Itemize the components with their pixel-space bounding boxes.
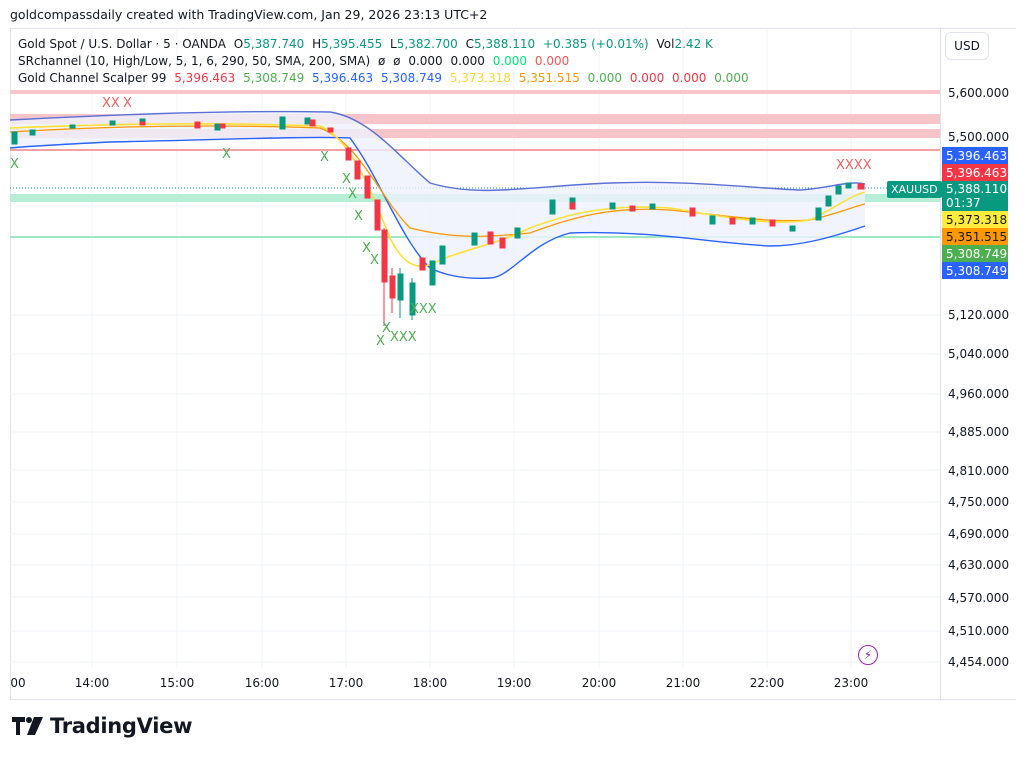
y-tick: 4,510.000 xyxy=(948,624,1010,638)
svg-text:X: X xyxy=(382,321,391,336)
x-tick: 23:00 xyxy=(833,676,869,690)
chart-credit: goldcompassdaily created with TradingVie… xyxy=(10,7,488,22)
upper-band-price-tag: 5,396.463 xyxy=(942,147,1008,164)
indicator-name: SRchannel (10, High/Low, 5, 1, 6, 290, 5… xyxy=(18,54,371,68)
sell-markers: XX X XXXX xyxy=(102,96,872,173)
indicator-value: 0.000 xyxy=(534,54,570,68)
srchannel-legend-row[interactable]: SRchannel (10, High/Low, 5, 1, 6, 290, 5… xyxy=(18,53,753,70)
lower-band-price-tag: 5,308.749 xyxy=(942,262,1008,279)
y-tick: 5,040.000 xyxy=(948,347,1010,361)
indicator-value: 5,396.463 xyxy=(312,71,374,85)
svg-text:XX: XX xyxy=(102,96,120,111)
fast-ma-line xyxy=(10,123,866,268)
x-tick: 16:00 xyxy=(244,676,280,690)
currency-button[interactable]: USD xyxy=(945,32,989,60)
svg-text:XXXX: XXXX xyxy=(836,158,872,173)
chart-frame xyxy=(10,28,1016,700)
svg-text:X: X xyxy=(348,187,357,202)
svg-text:X: X xyxy=(354,209,363,224)
ohlc-low: L5,382.700 xyxy=(390,37,458,51)
ohlc-open: O5,387.740 xyxy=(233,37,305,51)
x-tick: 18:00 xyxy=(412,676,448,690)
svg-text:X: X xyxy=(10,157,19,172)
indicator-value: 0.000 xyxy=(492,54,528,68)
indicator-value: 0.000 xyxy=(629,71,665,85)
indicator-value: 5,396.463 xyxy=(174,71,236,85)
indicator-value: 5,308.749 xyxy=(380,71,443,85)
y-tick: 4,630.000 xyxy=(948,558,1010,572)
x-tick: 20:00 xyxy=(581,676,617,690)
price-axis-separator xyxy=(940,28,941,700)
symbol-name: Gold Spot / U.S. Dollar · 5 · OANDA xyxy=(18,37,226,51)
svg-text:X: X xyxy=(370,253,379,268)
channel-fill xyxy=(10,111,865,279)
svg-text:X: X xyxy=(123,96,132,111)
x-tick: 22:00 xyxy=(749,676,785,690)
ohlc-close: C5,388.110 xyxy=(465,37,536,51)
tradingview-logo[interactable]: TradingView xyxy=(12,714,192,738)
last-price-tag: 5,388.110 01:37 xyxy=(942,181,1008,211)
candlesticks xyxy=(11,116,865,326)
y-tick: 4,810.000 xyxy=(948,464,1010,478)
volume: Vol2.42 K xyxy=(656,37,713,51)
x-tick: 14:00 xyxy=(74,676,110,690)
x-tick: 15:00 xyxy=(159,676,195,690)
symbol-tag: XAUUSD xyxy=(887,181,942,198)
x-tick: 21:00 xyxy=(665,676,701,690)
last-price: 5,388.110 xyxy=(946,182,1008,196)
upper-band-line xyxy=(10,110,866,192)
indicator-value: 0.000 xyxy=(714,71,749,85)
indicator-value: 0.000 xyxy=(408,54,443,68)
indicator-value: 5,373.318 xyxy=(449,71,511,85)
y-tick: 4,750.000 xyxy=(948,495,1010,509)
indicator-value: 5,308.749 xyxy=(243,71,305,85)
indicator-value: 0.000 xyxy=(587,71,623,85)
brand-name: TradingView xyxy=(50,714,193,738)
svg-text:X: X xyxy=(222,147,231,162)
bar-countdown: 01:37 xyxy=(946,196,981,210)
y-tick: 4,570.000 xyxy=(948,591,1010,605)
svg-text:X: X xyxy=(342,172,351,187)
y-tick: 4,690.000 xyxy=(948,527,1010,541)
svg-text:X: X xyxy=(362,241,371,256)
indicator-value: 0.000 xyxy=(450,54,485,68)
svg-text:X: X xyxy=(376,334,385,349)
indicator-value: 0.000 xyxy=(672,71,707,85)
indicator-value: 5,351.515 xyxy=(518,71,580,85)
ohlc-high: H5,395.455 xyxy=(312,37,383,51)
y-tick: 4,454.000 xyxy=(948,655,1010,669)
y-tick: 4,960.000 xyxy=(948,387,1010,401)
svg-text:XXX: XXX xyxy=(410,302,437,317)
y-tick: 5,120.000 xyxy=(948,308,1010,322)
lightning-icon[interactable]: ⚡ xyxy=(858,645,878,665)
x-tick: 00 xyxy=(10,676,26,690)
y-tick: 4,885.000 xyxy=(948,425,1010,439)
scalper-legend-row[interactable]: Gold Channel Scalper 99 5,396.463 5,308.… xyxy=(18,70,753,87)
symbol-legend-row[interactable]: Gold Spot / U.S. Dollar · 5 · OANDA O5,3… xyxy=(18,36,753,53)
price-change: +0.385 (+0.01%) xyxy=(542,37,649,51)
x-tick: 17:00 xyxy=(328,676,364,690)
chart-legend: Gold Spot / U.S. Dollar · 5 · OANDA O5,3… xyxy=(18,36,753,87)
indicator-name: Gold Channel Scalper 99 xyxy=(18,71,167,85)
svg-text:XXX: XXX xyxy=(390,330,417,345)
x-tick: 19:00 xyxy=(496,676,532,690)
fast-ma-price-tag: 5,373.318 xyxy=(942,211,1008,228)
support-price-tag: 5,308.749 xyxy=(942,245,1008,262)
slow-ma-price-tag: 5,351.515 xyxy=(942,228,1008,245)
tradingview-logo-icon xyxy=(12,717,43,735)
indicator-value: ø xyxy=(393,54,401,68)
resistance-price-tag: 5,396.463 xyxy=(942,164,1008,181)
lower-band-line xyxy=(10,136,866,280)
svg-text:X: X xyxy=(320,150,329,165)
y-tick: 5,500.000 xyxy=(948,130,1010,144)
indicator-value: ø xyxy=(377,54,386,68)
y-tick: 5,600.000 xyxy=(948,86,1010,100)
